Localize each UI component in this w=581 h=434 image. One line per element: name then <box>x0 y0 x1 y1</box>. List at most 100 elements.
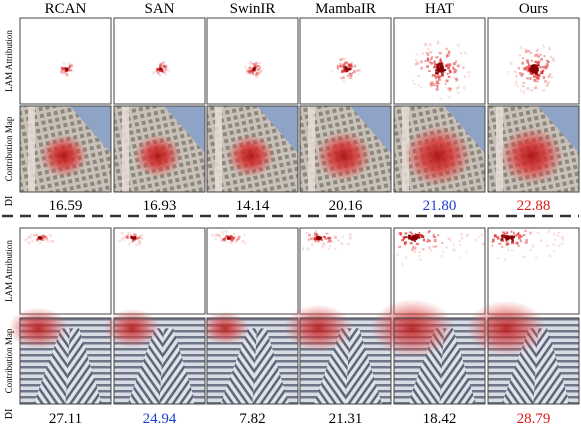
di-value: 20.16 <box>329 198 363 214</box>
attribution-dot <box>420 86 423 88</box>
attribution-dot <box>530 89 534 92</box>
column-header: SAN <box>144 1 174 17</box>
attribution-dot <box>417 84 420 87</box>
sky <box>164 106 205 154</box>
attribution-dot <box>501 239 505 242</box>
attribution-dot <box>465 233 469 237</box>
attribution-dot <box>256 73 260 77</box>
attribution-dot <box>496 257 500 260</box>
attribution-dot <box>325 232 329 235</box>
attribution-dot <box>302 246 305 250</box>
attribution-dot <box>445 246 448 249</box>
attribution-dot <box>535 65 539 68</box>
attribution-dot <box>217 233 221 236</box>
attribution-dot <box>216 233 219 237</box>
attribution-dot <box>315 230 318 233</box>
contribution-image <box>104 308 206 405</box>
attribution-dot <box>161 61 165 65</box>
attribution-dot <box>65 72 68 76</box>
attribution-dot <box>224 236 227 240</box>
attribution-dot <box>337 65 340 68</box>
attribution-dot <box>36 234 38 236</box>
attribution-dot <box>444 83 447 85</box>
contribution-image <box>201 311 299 405</box>
lam-image <box>113 17 206 105</box>
attribution-dot <box>456 64 460 68</box>
attribution-dot <box>345 67 348 71</box>
lam-image <box>206 227 299 315</box>
attribution-dot <box>441 73 444 75</box>
attribution-dot <box>314 233 318 237</box>
attribution-dot <box>498 242 502 245</box>
lam-image <box>487 227 580 315</box>
attribution-dot <box>521 61 524 65</box>
di-value: 21.31 <box>329 411 363 427</box>
attribution-dot <box>161 60 165 64</box>
attribution-dot <box>505 231 509 235</box>
attribution-dot <box>331 69 334 73</box>
attribution-dot <box>68 64 71 68</box>
attribution-dot <box>536 232 540 234</box>
contribution-image <box>8 307 112 405</box>
attribution-dot <box>233 232 236 236</box>
attribution-dot <box>413 237 417 241</box>
attribution-dot <box>413 239 416 242</box>
attribution-dot <box>164 65 168 68</box>
attribution-dot <box>46 240 50 243</box>
attribution-dot <box>50 239 54 243</box>
attribution-dot <box>415 242 419 246</box>
attribution-dot <box>249 60 252 63</box>
attribution-dot <box>491 244 494 247</box>
image-frame <box>19 17 112 105</box>
attribution-dot <box>413 83 416 85</box>
image-frame <box>113 227 206 315</box>
attribution-dot <box>452 62 456 66</box>
attribution-dot <box>215 234 218 238</box>
attribution-dot <box>539 66 542 69</box>
di-value: 16.59 <box>49 198 83 214</box>
attribution-dot <box>419 258 422 261</box>
attribution-dot <box>241 240 245 243</box>
attribution-dot <box>436 63 439 67</box>
attribution-dot <box>456 91 460 95</box>
attribution-dot <box>539 54 542 56</box>
attribution-dot <box>130 240 133 244</box>
attribution-dot <box>412 236 416 239</box>
attribution-dot <box>530 65 534 68</box>
attribution-dot <box>246 69 249 73</box>
attribution-dot <box>404 236 408 238</box>
image-frame <box>113 105 206 193</box>
attribution-dot <box>432 233 435 237</box>
attribution-dot <box>225 235 229 238</box>
attribution-dot <box>440 62 444 66</box>
attribution-dot <box>328 236 332 239</box>
row-label: DI <box>4 196 15 207</box>
attribution-dot <box>308 233 311 237</box>
attribution-dot <box>49 234 52 238</box>
attribution-dot <box>48 234 51 236</box>
attribution-dot <box>510 235 513 238</box>
attribution-dot <box>420 60 424 64</box>
attribution-dot <box>449 71 451 74</box>
attribution-dot <box>547 61 550 63</box>
attribution-dot <box>138 241 142 245</box>
attribution-dot <box>339 62 341 66</box>
attribution-dot <box>527 60 529 64</box>
attribution-dot <box>522 81 525 84</box>
attribution-dot <box>537 55 540 58</box>
attribution-dot <box>130 236 133 239</box>
attribution-dot <box>423 42 427 46</box>
attribution-dot <box>430 84 433 87</box>
attribution-dot <box>531 59 533 62</box>
attribution-dot <box>548 47 551 51</box>
attribution-dot <box>510 230 513 233</box>
contribution-blob <box>8 307 69 350</box>
attribution-dot <box>550 76 553 79</box>
attribution-dot <box>459 52 463 55</box>
attribution-dot <box>396 252 399 257</box>
attribution-dot <box>425 51 429 55</box>
attribution-dot <box>412 245 415 248</box>
attribution-dot <box>249 61 252 65</box>
contribution-blob <box>403 125 472 187</box>
